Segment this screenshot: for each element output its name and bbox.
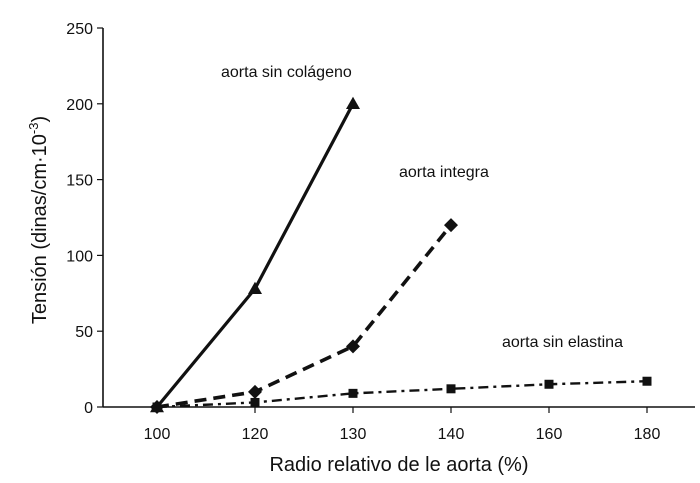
series-3-point — [544, 379, 554, 389]
series-2-point — [444, 218, 458, 233]
series-label-3: aorta sin elastina — [502, 334, 623, 351]
series-label-2: aorta integra — [399, 164, 489, 181]
axes-layer: 0 50 100 150 200 250 100 120 130 140 160 180 Radio r… — [26, 21, 695, 476]
x-tick-label: 140 — [438, 426, 465, 443]
x-tick-label: 160 — [536, 426, 563, 443]
y-tick-label: 150 — [66, 173, 93, 190]
y-axis-title: Tensión (dinas/cm·10-3) — [26, 116, 51, 324]
labels-layer: aorta sin colágeno aorta integra aorta sin… — [221, 64, 623, 351]
series-line-3 — [156, 380, 648, 409]
y-tick-label: 200 — [66, 97, 93, 114]
x-tick-label: 100 — [144, 426, 171, 443]
series-3-point — [348, 388, 358, 398]
series-2-point — [248, 384, 262, 399]
x-axis-title: Radio relativo de le aorta (%) — [269, 454, 528, 476]
y-tick-label: 250 — [66, 21, 93, 38]
y-tick-label: 50 — [75, 324, 93, 341]
series-layer — [150, 96, 652, 414]
x-tick-label: 120 — [242, 426, 269, 443]
y-tick-label: 100 — [66, 248, 93, 265]
y-axis-title-superscript: -3 — [26, 123, 41, 135]
x-tick-label: 180 — [634, 426, 661, 443]
series-2-point — [346, 339, 360, 354]
y-axis-title-main: Tensión (dinas/cm·10 — [29, 134, 51, 324]
y-tick-label: 0 — [84, 400, 93, 417]
x-tick-label: 130 — [340, 426, 367, 443]
series-label-1: aorta sin colágeno — [221, 64, 352, 81]
series-3-point — [152, 402, 162, 412]
y-axis-title-end: ) — [29, 116, 51, 123]
series-3-point — [250, 397, 260, 407]
series-line-2 — [156, 223, 453, 409]
series-3-point — [446, 384, 456, 394]
series-3-point — [642, 376, 652, 386]
series-1-point — [248, 281, 262, 295]
series-1-point — [346, 96, 360, 110]
